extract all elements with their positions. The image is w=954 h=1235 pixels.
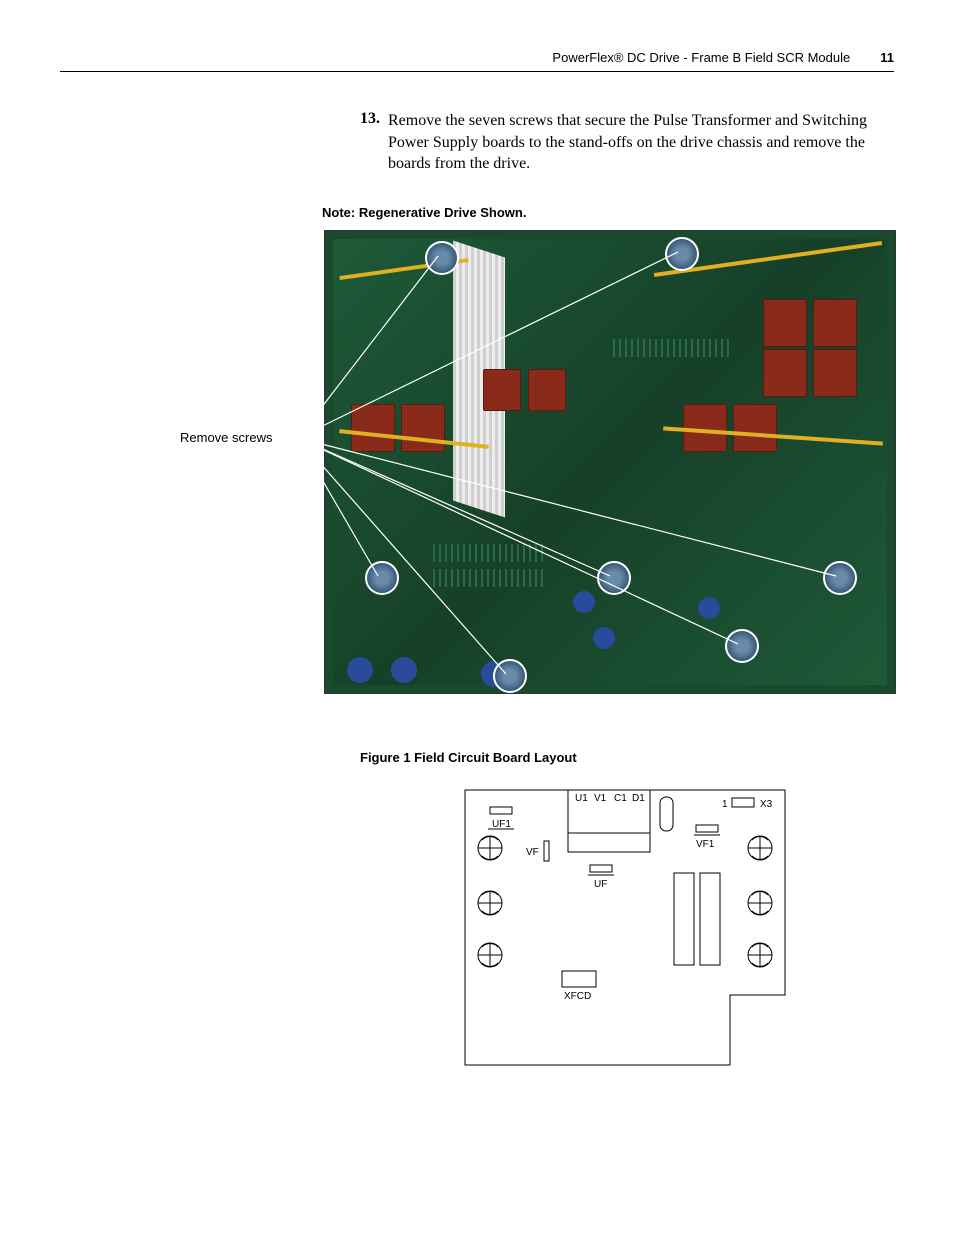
callout-remove-screws: Remove screws	[180, 430, 272, 445]
relay-icon	[763, 349, 807, 397]
relay-icon	[351, 404, 395, 452]
page-root: PowerFlex® DC Drive - Frame B Field SCR …	[0, 0, 954, 1140]
traces-icon	[613, 339, 733, 357]
step-number: 13.	[360, 110, 388, 175]
board-layout-svg: U1 V1 C1 D1 1 X3 UF1 VF VF1 UF	[460, 785, 790, 1075]
label-u1: U1	[575, 793, 588, 804]
capacitor-icon	[347, 657, 373, 683]
diagram-screw	[478, 836, 502, 860]
label-d1: D1	[632, 793, 645, 804]
figure-caption: Figure 1 Field Circuit Board Layout	[360, 750, 894, 765]
screw-marker	[665, 237, 699, 271]
pcb-inner	[333, 239, 887, 685]
label-x3: X3	[760, 799, 773, 810]
photo-note: Note: Regenerative Drive Shown.	[322, 205, 894, 220]
diagram-screw	[748, 943, 772, 967]
step-text: Remove the seven screws that secure the …	[388, 110, 884, 175]
diagram-screw	[748, 836, 772, 860]
label-vf1: VF1	[696, 839, 715, 850]
label-uf: UF	[594, 879, 607, 890]
step-13: 13. Remove the seven screws that secure …	[360, 110, 884, 175]
pcb-photo	[324, 230, 896, 694]
relay-icon	[733, 404, 777, 452]
diagram-screw	[478, 943, 502, 967]
capacitor-icon	[698, 597, 720, 619]
screw-marker	[493, 659, 527, 693]
label-v1: V1	[594, 793, 607, 804]
capacitor-icon	[573, 591, 595, 613]
screw-marker	[425, 241, 459, 275]
screw-marker	[823, 561, 857, 595]
label-uf1: UF1	[492, 819, 511, 830]
capacitor-icon	[593, 627, 615, 649]
traces-icon	[433, 544, 543, 562]
capacitor-icon	[391, 657, 417, 683]
diagram-screw	[478, 891, 502, 915]
page-header: PowerFlex® DC Drive - Frame B Field SCR …	[60, 50, 894, 72]
relay-icon	[401, 404, 445, 452]
traces-icon	[433, 569, 543, 587]
header-title: PowerFlex® DC Drive - Frame B Field SCR …	[552, 50, 850, 65]
label-xfcd: XFCD	[564, 991, 591, 1002]
screw-marker	[597, 561, 631, 595]
diagram-screw	[748, 891, 772, 915]
figure-diagram: U1 V1 C1 D1 1 X3 UF1 VF VF1 UF	[460, 785, 894, 1080]
relay-icon	[483, 369, 521, 411]
page-number: 11	[880, 50, 894, 65]
relay-icon	[763, 299, 807, 347]
label-vf: VF	[526, 847, 539, 858]
label-1: 1	[722, 799, 728, 810]
relay-icon	[813, 299, 857, 347]
label-c1: C1	[614, 793, 627, 804]
screw-marker	[365, 561, 399, 595]
screw-marker	[725, 629, 759, 663]
relay-icon	[813, 349, 857, 397]
relay-icon	[528, 369, 566, 411]
photo-area: Remove screws	[180, 230, 894, 700]
